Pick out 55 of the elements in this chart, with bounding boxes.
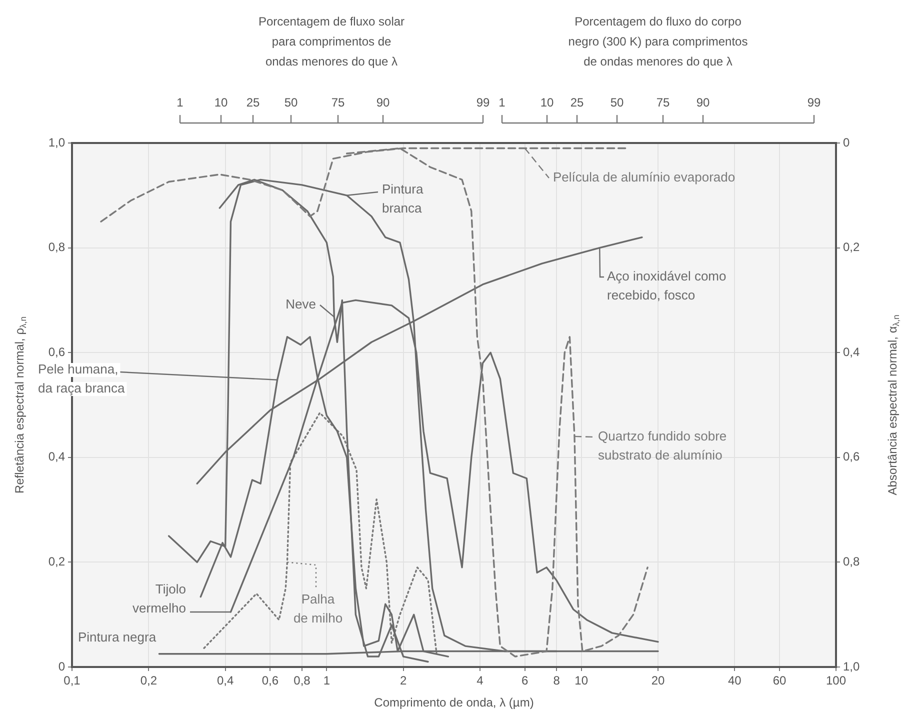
text: 10	[214, 95, 228, 110]
series-label: Película de alumínio evaporado	[553, 170, 736, 185]
x-tick-label: 0,1	[64, 674, 81, 688]
x-tick-label: 8	[553, 674, 560, 688]
y-tick-label: 0	[58, 659, 66, 674]
x-tick-label: 0,6	[262, 674, 279, 688]
x-tick-label: 0,8	[294, 674, 311, 688]
series-label: Aço inoxidável como recebido, fosco	[607, 268, 726, 303]
y2-tick-label: 0,4	[843, 344, 860, 359]
x-tick-label: 40	[728, 674, 742, 688]
legend-label: Pintura branca	[382, 182, 424, 216]
text: 99	[476, 95, 490, 110]
x2-axis-title: Porcentagem de fluxo solar para comprimentos de ondas menores do que λ	[258, 14, 405, 68]
x-tick-label: 6	[521, 674, 528, 688]
x-tick-label: 0,2	[140, 674, 158, 688]
series-label: Neve	[286, 296, 316, 312]
y2-tick-label: 0,2	[843, 240, 860, 254]
series-label: Pintura negra	[78, 630, 157, 645]
y-tick-label: 0,8	[48, 240, 66, 254]
text: 1	[498, 95, 506, 110]
text: Porcentagem do fluxo do corpo negro (300 K) para comprimentos de ondas menores do que λ	[568, 14, 748, 68]
text: 75	[656, 95, 670, 110]
y2-axis-title: Absortância espectral normal, αλ,n	[885, 314, 901, 496]
text: Pele humana, da raça branca	[38, 362, 126, 396]
text: 99	[807, 95, 821, 110]
y2-tick-label: 0,6	[843, 450, 860, 464]
x-tick-label: 4	[476, 674, 484, 688]
y-tick-label: 1,0	[48, 135, 66, 150]
text: 90	[376, 95, 390, 110]
y-tick-label: 0,2	[48, 554, 66, 569]
text: 25	[570, 95, 584, 110]
x-tick-label: 10	[574, 674, 588, 688]
text: 50	[610, 95, 624, 110]
y-tick-label: 0,4	[48, 450, 66, 464]
y2-tick-label: 0,8	[843, 554, 860, 569]
x-tick-label: 1	[323, 674, 330, 688]
y-tick-label: 0,6	[48, 344, 66, 359]
text: 75	[331, 95, 345, 110]
x-tick-label: 2	[400, 674, 407, 688]
legend-label: Quartzo fundido sobre substrato de alumínio	[598, 428, 727, 463]
series-label: Palha de milho	[293, 592, 343, 626]
text: 25	[246, 95, 260, 110]
y2-tick-label: 0	[843, 135, 850, 150]
x-tick-label: 60	[772, 674, 786, 688]
text: 10	[540, 95, 554, 110]
text: Tijolo vermelho	[132, 582, 186, 616]
y-axis-title: Refletância espectral normal, ρλ,n	[12, 316, 28, 494]
x-tick-label: 100	[826, 674, 846, 688]
x-tick-label: 0,4	[216, 674, 234, 688]
x-tick-label: 20	[651, 674, 665, 688]
text: 1	[176, 95, 184, 110]
y2-tick-label: 1,0	[843, 659, 860, 674]
text: 50	[284, 95, 298, 110]
text: 90	[696, 95, 710, 110]
x-axis-title: Comprimento de onda, λ (µm)	[374, 695, 534, 710]
